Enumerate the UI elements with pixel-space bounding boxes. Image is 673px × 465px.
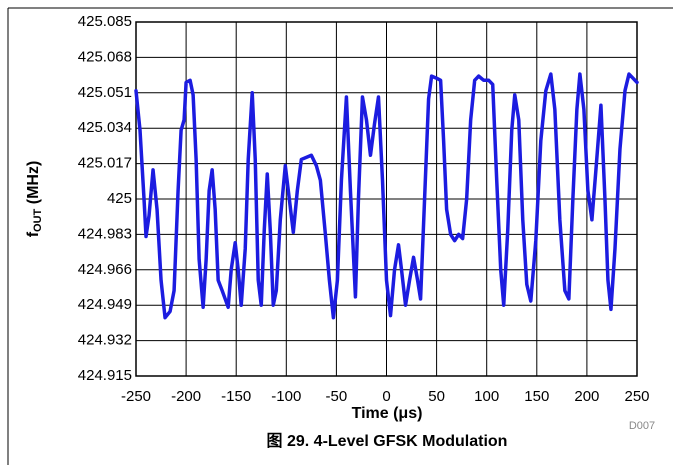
x-tick-label: 250 [624, 388, 649, 405]
x-tick-label: -150 [221, 388, 251, 405]
x-tick-label: -100 [271, 388, 301, 405]
caption: 图 29. 4-Level GFSK Modulation [267, 432, 508, 450]
figure-id: D007 [629, 420, 655, 432]
y-tick-label: 425.051 [78, 84, 132, 101]
y-tick-label: 425.068 [78, 48, 132, 65]
y-tick-label: 424.949 [78, 296, 132, 313]
y-tick-label: 425.017 [78, 155, 132, 172]
x-tick-label: 50 [428, 388, 445, 405]
y-tick-label: 424.983 [78, 225, 132, 242]
x-tick-label: -250 [121, 388, 151, 405]
data-line [134, 72, 639, 320]
x-axis-label: Time (μs) [352, 405, 423, 422]
y-axis-label-base: f [25, 231, 42, 237]
x-tick-label: 100 [474, 388, 499, 405]
x-tick-label: 0 [382, 388, 390, 405]
y-tick-label: 424.915 [78, 367, 132, 384]
x-tick-label: 200 [574, 388, 599, 405]
y-axis-label-unit: (MHz) [25, 161, 42, 209]
x-tick-label: 150 [524, 388, 549, 405]
y-axis-label-sub: OUT [32, 208, 44, 232]
y-axis-label: fOUT (MHz) [25, 161, 44, 238]
y-tick-label: 425 [107, 190, 132, 207]
y-tick-label: 425.085 [78, 13, 132, 30]
x-tick-label: -200 [171, 388, 201, 405]
y-tick-label: 424.966 [78, 261, 132, 278]
y-tick-label: 424.932 [78, 332, 132, 349]
plot-border [135, 21, 638, 377]
y-tick-label: 425.034 [78, 119, 132, 136]
x-tick-label: -50 [326, 388, 348, 405]
